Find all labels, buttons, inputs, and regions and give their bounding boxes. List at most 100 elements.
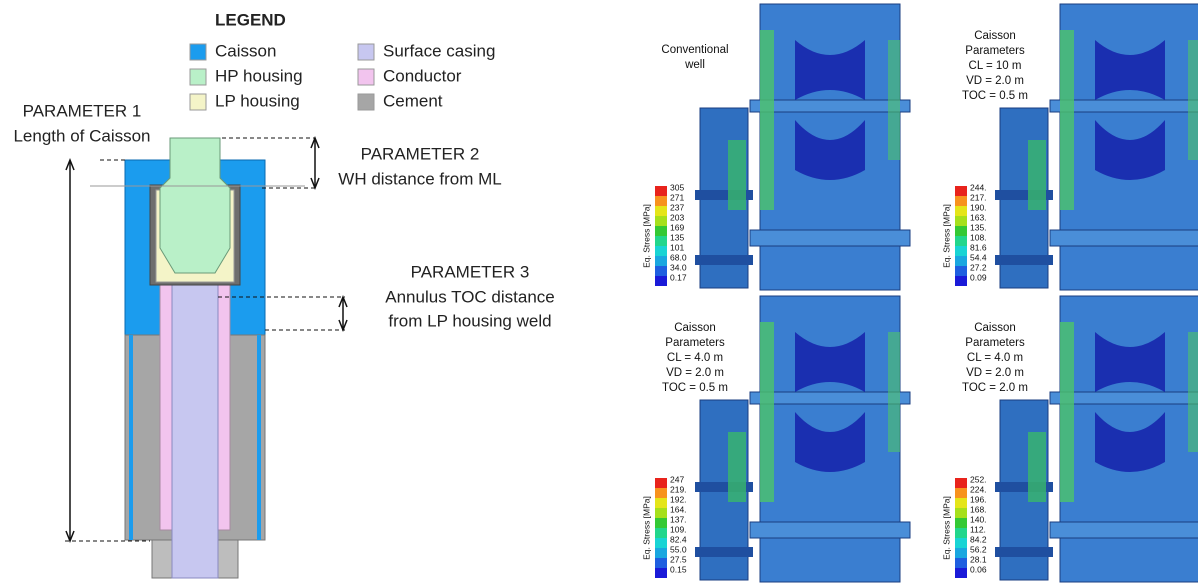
side-model-band <box>695 547 753 557</box>
legend-title: LEGEND <box>215 10 286 29</box>
scale-label: 56.2 <box>970 544 987 554</box>
scale-swatch <box>955 246 967 256</box>
scale-swatch <box>655 266 667 276</box>
scale-swatch <box>955 256 967 266</box>
scale-label: 0.09 <box>970 272 987 282</box>
scale-swatch <box>955 498 967 508</box>
scale-swatch <box>655 236 667 246</box>
scale-swatch <box>655 548 667 558</box>
scale-label: 252. <box>970 474 987 484</box>
scale-swatch <box>655 488 667 498</box>
panel-caption: CL = 4.0 m <box>967 352 1023 364</box>
scale-swatch <box>955 186 967 196</box>
scale-swatch <box>955 276 967 286</box>
main-model-high-stress <box>1188 40 1198 160</box>
scale-label: 101 <box>670 242 684 252</box>
legend-swatch <box>190 69 206 85</box>
scale-swatch <box>655 206 667 216</box>
scale-title: Eq. Stress [MPa] <box>641 204 651 268</box>
scale-label: 196. <box>970 494 987 504</box>
scale-label: 135 <box>670 232 684 242</box>
legend: Caisson HP housing LP housing Surface casin… <box>190 41 495 110</box>
side-model-patch <box>1028 140 1046 210</box>
legend-swatch <box>358 44 374 60</box>
parameter-description: from LP housing weld <box>388 311 551 330</box>
scale-label: 27.5 <box>670 554 687 564</box>
legend-swatch <box>190 44 206 60</box>
scale-label: 109. <box>670 524 687 534</box>
scale-label: 0.17 <box>670 272 687 282</box>
scale-swatch <box>955 236 967 246</box>
scale-swatch <box>655 256 667 266</box>
surface-casing <box>172 270 218 578</box>
side-model-patch <box>728 140 746 210</box>
scale-label: 247 <box>670 474 684 484</box>
legend-label: Caisson <box>215 41 276 60</box>
panel-caption: Parameters <box>965 45 1025 57</box>
panel-caption: TOC = 0.5 m <box>962 90 1028 102</box>
side-model-patch <box>1028 432 1046 502</box>
scale-swatch <box>955 216 967 226</box>
scale-title: Eq. Stress [MPa] <box>941 204 951 268</box>
panel-caption: CL = 10 m <box>969 60 1022 72</box>
scale-label: 163. <box>970 212 987 222</box>
scale-label: 169 <box>670 222 684 232</box>
parameter-title: PARAMETER 2 <box>361 144 480 163</box>
legend-label: LP housing <box>215 91 300 110</box>
scale-label: 81.6 <box>970 242 987 252</box>
well-schematic <box>65 138 347 578</box>
main-model-high-stress <box>760 30 774 210</box>
parameter-description: WH distance from ML <box>338 169 501 188</box>
scale-swatch <box>655 196 667 206</box>
scale-label: 0.15 <box>670 564 687 574</box>
scale-swatch <box>955 518 967 528</box>
scale-label: 55.0 <box>670 544 687 554</box>
scale-label: 68.0 <box>670 252 687 262</box>
scale-swatch <box>955 206 967 216</box>
scale-swatch <box>955 538 967 548</box>
scale-swatch <box>655 498 667 508</box>
scale-label: 190. <box>970 202 987 212</box>
main-model-high-stress <box>888 332 900 452</box>
main-model-flange <box>750 230 910 246</box>
scale-swatch <box>655 246 667 256</box>
main-model-high-stress <box>888 40 900 160</box>
parameter-description: Length of Caisson <box>13 126 150 145</box>
side-model-band <box>995 255 1053 265</box>
legend-label: Surface casing <box>383 41 495 60</box>
scale-swatch <box>655 528 667 538</box>
scale-label: 217. <box>970 192 987 202</box>
scale-title: Eq. Stress [MPa] <box>941 496 951 560</box>
legend-swatch <box>190 94 206 110</box>
panel-caption: TOC = 2.0 m <box>962 382 1028 394</box>
scale-label: 27.2 <box>970 262 987 272</box>
legend-label: HP housing <box>215 66 303 85</box>
panel-caption: well <box>684 59 705 71</box>
scale-label: 34.0 <box>670 262 687 272</box>
hp-housing <box>160 138 230 273</box>
panel-caption: Conventional <box>661 44 728 56</box>
scale-swatch <box>955 568 967 578</box>
scale-label: 244. <box>970 182 987 192</box>
scale-title: Eq. Stress [MPa] <box>641 496 651 560</box>
main-model-flange <box>1050 522 1198 538</box>
legend-swatch <box>358 69 374 85</box>
scale-swatch <box>655 276 667 286</box>
scale-label: 0.06 <box>970 564 987 574</box>
scale-label: 237 <box>670 202 684 212</box>
scale-label: 54.4 <box>970 252 987 262</box>
scale-label: 108. <box>970 232 987 242</box>
panel-caption: TOC = 0.5 m <box>662 382 728 394</box>
panel-caption: Parameters <box>965 337 1025 349</box>
panel-caption: Parameters <box>665 337 725 349</box>
panel-caption: CL = 4.0 m <box>667 352 723 364</box>
stress-panels: Conventionalwell30527123720316913510168.… <box>641 4 1198 582</box>
scale-swatch <box>955 528 967 538</box>
panel-caption: VD = 2.0 m <box>966 367 1024 379</box>
scale-swatch <box>955 478 967 488</box>
scale-swatch <box>955 558 967 568</box>
scale-swatch <box>955 488 967 498</box>
parameter-description: Annulus TOC distance <box>385 287 554 306</box>
